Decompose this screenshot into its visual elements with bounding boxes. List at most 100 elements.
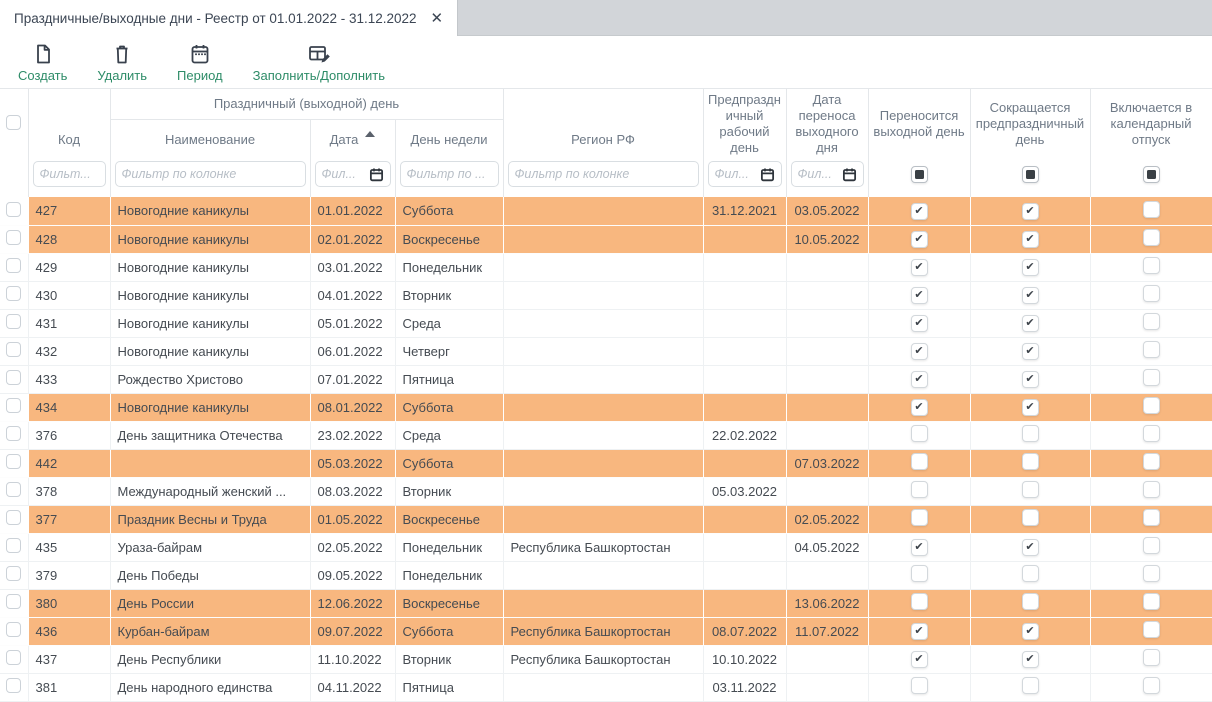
calendar-picker-icon[interactable] [840,167,857,182]
moved-checkbox[interactable] [910,593,928,610]
select-all-shortened-checkbox[interactable] [1021,165,1039,183]
column-header-vacation[interactable]: Включается в календарный отпуск [1090,89,1212,159]
select-all-rows-checkbox[interactable] [6,115,22,130]
shortened-checkbox[interactable] [1021,481,1039,498]
shortened-checkbox[interactable] [1021,651,1039,668]
moved-checkbox[interactable] [910,287,928,304]
moved-checkbox[interactable] [910,651,928,668]
shortened-checkbox[interactable] [1021,509,1039,526]
moved-checkbox[interactable] [910,371,928,388]
shortened-checkbox[interactable] [1021,343,1039,360]
select-all-moved-checkbox[interactable] [910,165,928,183]
row-select-checkbox[interactable] [6,566,22,581]
vacation-checkbox[interactable] [1142,285,1160,302]
vacation-checkbox[interactable] [1142,229,1160,246]
table-row[interactable]: 436 Курбан-байрам 09.07.2022 Суббота Республ… [0,617,1212,646]
row-select-checkbox[interactable] [6,678,22,693]
filter-input-weekday[interactable] [399,161,499,187]
table-row[interactable]: 430 Новогодние каникулы 04.01.2022 Вторник [0,281,1212,310]
shortened-checkbox[interactable] [1021,677,1039,694]
moved-checkbox[interactable] [910,677,928,694]
vacation-checkbox[interactable] [1142,313,1160,330]
shortened-checkbox[interactable] [1021,593,1039,610]
vacation-checkbox[interactable] [1142,453,1160,470]
row-select-checkbox[interactable] [6,510,22,525]
table-row[interactable]: 432 Новогодние каникулы 06.01.2022 Четверг [0,337,1212,366]
table-row[interactable]: 378 Международный женский ... 08.03.2022 Вт… [0,477,1212,506]
shortened-checkbox[interactable] [1021,453,1039,470]
calendar-picker-icon[interactable] [367,167,384,182]
moved-checkbox[interactable] [910,343,928,360]
table-row[interactable]: 379 День Победы 09.05.2022 Понедельник [0,561,1212,590]
tab-holidays-registry[interactable]: Праздничные/выходные дни - Реестр от 01.… [0,0,459,36]
vacation-checkbox[interactable] [1142,593,1160,610]
shortened-checkbox[interactable] [1021,231,1039,248]
filter-input-transfer[interactable] [790,161,864,187]
moved-checkbox[interactable] [910,509,928,526]
vacation-checkbox[interactable] [1142,425,1160,442]
table-row[interactable]: 377 Праздник Весны и Труда 01.05.2022 Воскр… [0,505,1212,534]
period-button[interactable]: Период [177,42,223,83]
column-header-transfer[interactable]: Дата переноса выходного дня [786,89,869,159]
table-row[interactable]: 434 Новогодние каникулы 08.01.2022 Суббота [0,393,1212,422]
table-row[interactable]: 437 День Республики 11.10.2022 Вторник Респу… [0,645,1212,674]
row-select-checkbox[interactable] [6,370,22,385]
vacation-checkbox[interactable] [1142,621,1160,638]
moved-checkbox[interactable] [910,399,928,416]
shortened-checkbox[interactable] [1021,287,1039,304]
row-select-checkbox[interactable] [6,342,22,357]
row-select-checkbox[interactable] [6,454,22,469]
row-select-checkbox[interactable] [6,482,22,497]
delete-button[interactable]: Удалить [97,42,147,83]
filter-input-preholiday[interactable] [707,161,782,187]
table-row[interactable]: 381 День народного единства 04.11.2022 Пятн… [0,673,1212,702]
vacation-checkbox[interactable] [1142,257,1160,274]
row-select-checkbox[interactable] [6,426,22,441]
table-row[interactable]: 435 Ураза-байрам 02.05.2022 Понедельник Респ… [0,533,1212,562]
row-select-checkbox[interactable] [6,622,22,637]
shortened-checkbox[interactable] [1021,371,1039,388]
column-header-name[interactable]: Наименование [110,119,311,159]
table-row[interactable]: 431 Новогодние каникулы 05.01.2022 Среда [0,309,1212,338]
vacation-checkbox[interactable] [1142,677,1160,694]
vacation-checkbox[interactable] [1142,341,1160,358]
shortened-checkbox[interactable] [1021,565,1039,582]
table-row[interactable]: 433 Рождество Христово 07.01.2022 Пятница [0,365,1212,394]
row-select-checkbox[interactable] [6,258,22,273]
shortened-checkbox[interactable] [1021,399,1039,416]
shortened-checkbox[interactable] [1021,539,1039,556]
moved-checkbox[interactable] [910,315,928,332]
moved-checkbox[interactable] [910,231,928,248]
row-select-checkbox[interactable] [6,286,22,301]
filter-input-region[interactable] [507,161,699,187]
table-row[interactable]: 427 Новогодние каникулы 01.01.2022 Суббота 3… [0,197,1212,226]
column-header-moved[interactable]: Переносится выходной день [868,89,971,159]
filter-input-code[interactable] [32,161,106,187]
shortened-checkbox[interactable] [1021,623,1039,640]
row-select-checkbox[interactable] [6,230,22,245]
table-row[interactable]: 442 05.03.2022 Суббота 07.03.2022 [0,449,1212,478]
column-header-preholiday[interactable]: Предпраздничный рабочий день [703,89,787,159]
column-header-region[interactable]: Регион РФ [503,89,704,159]
column-header-weekday[interactable]: День недели [395,119,504,159]
select-all-vacation-checkbox[interactable] [1142,165,1160,183]
table-row[interactable]: 429 Новогодние каникулы 03.01.2022 Понедель… [0,253,1212,282]
vacation-checkbox[interactable] [1142,481,1160,498]
vacation-checkbox[interactable] [1142,565,1160,582]
column-header-shortened[interactable]: Сокращается предпраздничный день [970,89,1091,159]
shortened-checkbox[interactable] [1021,259,1039,276]
column-header-code[interactable]: Код [28,89,111,159]
tab-close-icon[interactable]: ✕ [430,9,444,27]
row-select-checkbox[interactable] [6,538,22,553]
moved-checkbox[interactable] [910,539,928,556]
vacation-checkbox[interactable] [1142,537,1160,554]
moved-checkbox[interactable] [910,623,928,640]
filter-input-name[interactable] [114,161,306,187]
row-select-checkbox[interactable] [6,314,22,329]
vacation-checkbox[interactable] [1142,200,1160,218]
column-header-date[interactable]: Дата [310,119,396,159]
table-row[interactable]: 376 День защитника Отечества 23.02.2022 Сре… [0,421,1212,450]
shortened-checkbox[interactable] [1021,425,1039,442]
calendar-picker-icon[interactable] [758,167,775,182]
vacation-checkbox[interactable] [1142,397,1160,414]
